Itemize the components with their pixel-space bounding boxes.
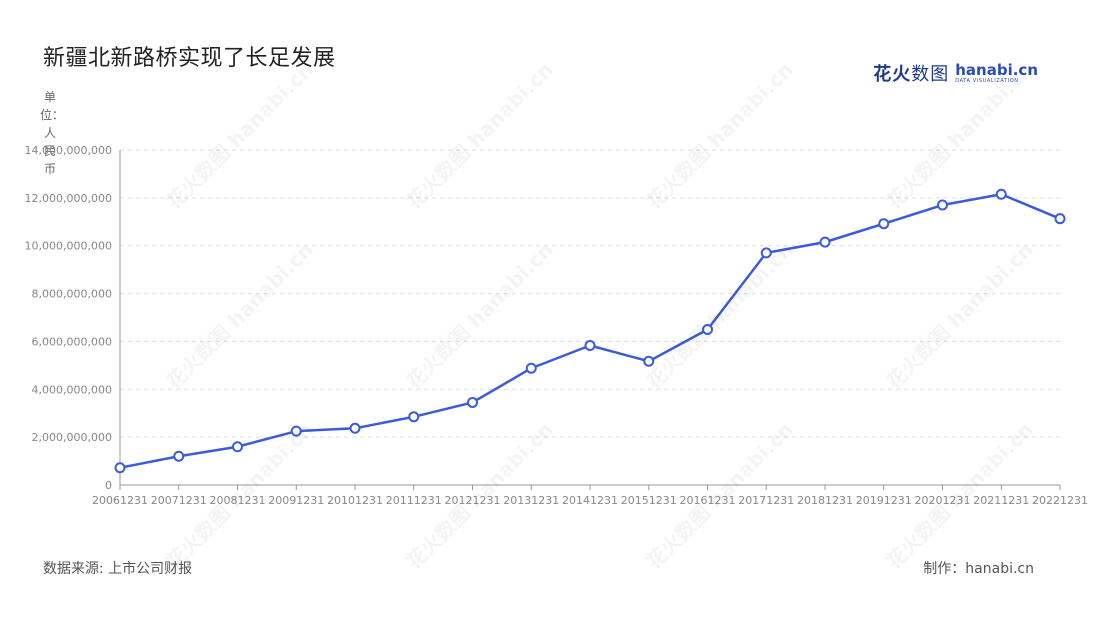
y-tick-label: 10,000,000,000 (25, 240, 112, 253)
data-point (995, 188, 1007, 200)
x-tick-label: 20061231 (92, 494, 148, 507)
data-source: 数据来源: 上市公司财报 (43, 561, 193, 577)
x-tick-label: 20081231 (210, 494, 266, 507)
series-line (119, 193, 1061, 469)
data-point (290, 425, 302, 437)
data-point (408, 411, 420, 423)
data-point (702, 323, 713, 335)
y-tick-label: 2,000,000,000 (32, 431, 112, 444)
maker-credit: 制作：hanabi.cn (923, 561, 1034, 577)
x-tick-label: 20101231 (327, 494, 383, 507)
data-point (937, 199, 948, 211)
y-tick-label: 8,000,000,000 (32, 288, 112, 301)
x-tick-label: 20111231 (386, 494, 442, 507)
data-point (114, 462, 126, 474)
y-tick-label: 14,000,000,000 (25, 144, 112, 157)
x-tick-label: 20091231 (268, 494, 324, 507)
data-point (232, 441, 243, 453)
x-tick-label: 20181231 (797, 494, 853, 507)
data-point (349, 422, 361, 434)
brand-logo: 花火数图 hanabi.cn DATA VISUALIZATION (873, 60, 1038, 86)
chart-title: 新疆北新路桥实现了长足发展 (43, 46, 336, 71)
x-tick-label: 20211231 (973, 494, 1029, 507)
x-tick-label: 20161231 (680, 494, 736, 507)
x-tick-label: 20141231 (562, 494, 618, 507)
x-tick-label: 20191231 (856, 494, 912, 507)
x-tick-label: 20121231 (445, 494, 501, 507)
data-point (173, 450, 185, 462)
x-tick-label: 20071231 (151, 494, 207, 507)
x-tick-label: 20221231 (1032, 494, 1088, 507)
x-tick-label: 20151231 (621, 494, 677, 507)
x-tick-label: 20131231 (503, 494, 559, 507)
data-point (819, 236, 831, 248)
data-point (584, 339, 596, 351)
y-tick-label: 6,000,000,000 (32, 335, 112, 348)
y-tick-label: 12,000,000,000 (25, 192, 112, 205)
x-tick-label: 20171231 (738, 494, 794, 507)
data-point (467, 396, 478, 408)
data-point (643, 355, 655, 367)
data-point (878, 218, 890, 230)
y-tick-label: 0 (105, 479, 112, 492)
brand-logo-cn: 花火数图 (873, 64, 950, 85)
data-point (1054, 213, 1066, 225)
brand-logo-en: hanabi.cn DATA VISUALIZATION (955, 60, 1038, 84)
data-point (760, 247, 772, 259)
y-tick-label: 4,000,000,000 (32, 383, 112, 396)
x-tick-label: 20201231 (915, 494, 971, 507)
y-axis-label: 单位：人民币 (40, 90, 65, 176)
data-point (525, 362, 537, 374)
